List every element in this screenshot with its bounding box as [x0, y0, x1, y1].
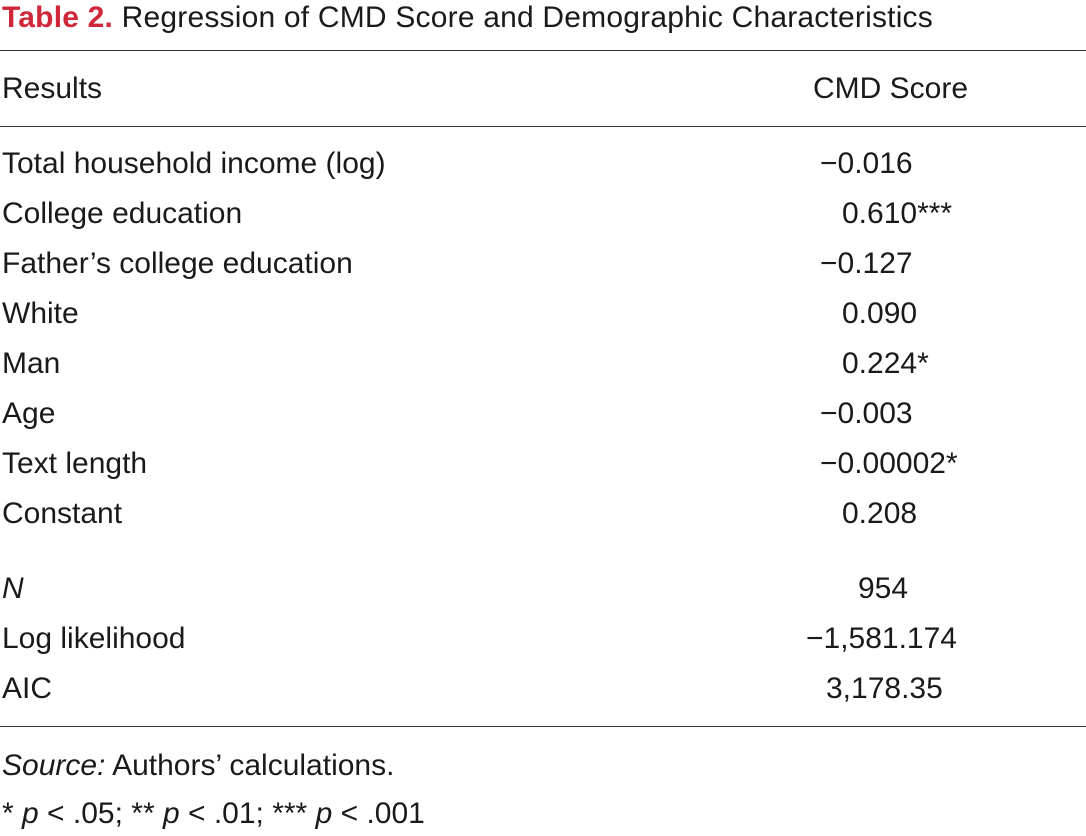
- header-cmd-score: CMD Score: [813, 72, 969, 105]
- row-label: Man: [2, 347, 61, 380]
- row-value: 0.208: [842, 497, 918, 530]
- table-row: Man 0.224*: [0, 342, 1086, 386]
- stat-value: 954: [858, 572, 909, 605]
- table-row: College education 0.610***: [0, 192, 1086, 236]
- row-value: 0.090: [842, 297, 918, 330]
- stat-value: −1,581.174: [806, 622, 957, 655]
- row-label: Father’s college education: [2, 247, 353, 280]
- row-label: White: [2, 297, 79, 330]
- row-value: −0.016: [820, 147, 913, 180]
- row-label: Constant: [2, 497, 123, 530]
- row-value: −0.003: [820, 397, 913, 430]
- row-label: Total household income (log): [2, 147, 386, 180]
- row-value: 0.224*: [842, 347, 929, 380]
- header-results: Results: [2, 72, 103, 105]
- table-row: Age −0.003: [0, 392, 1086, 436]
- stats-row: AIC 3,178.35: [0, 667, 1086, 711]
- source-label: Source:: [2, 749, 106, 782]
- table-row: White 0.090: [0, 292, 1086, 336]
- row-label: College education: [2, 197, 243, 230]
- row-value: 0.610***: [842, 197, 953, 230]
- stat-value: 3,178.35: [826, 672, 943, 705]
- table-row: Father’s college education −0.127: [0, 242, 1086, 286]
- stats-row: N 954: [0, 567, 1086, 611]
- table-row: Total household income (log) −0.016: [0, 142, 1086, 186]
- table-row: Constant 0.208: [0, 492, 1086, 536]
- row-value: −0.127: [820, 247, 913, 280]
- sig-p: p: [22, 797, 39, 830]
- top-rule: [0, 50, 1086, 51]
- significance-note: * p < .05; ** p < .01; *** p < .001: [2, 792, 425, 836]
- sig-p: p: [315, 797, 333, 830]
- source-text: Authors’ calculations.: [105, 749, 395, 782]
- sig-p: p: [162, 797, 180, 830]
- sig-text: < .05; **: [38, 797, 163, 830]
- bottom-rule: [0, 726, 1086, 727]
- stat-label: AIC: [2, 672, 53, 705]
- row-value: −0.00002*: [820, 447, 958, 480]
- stats-row: Log likelihood −1,581.174: [0, 617, 1086, 661]
- row-label: Text length: [2, 447, 148, 480]
- source-note: Source: Authors’ calculations.: [2, 744, 394, 788]
- table-title: Regression of CMD Score and Demographic …: [121, 1, 933, 34]
- table-row: Text length −0.00002*: [0, 442, 1086, 486]
- stat-label-n: N: [2, 572, 24, 605]
- table-caption: Table 2. Regression of CMD Score and Dem…: [2, 0, 933, 40]
- row-label: Age: [2, 397, 56, 430]
- stat-label: Log likelihood: [2, 622, 186, 655]
- header-rule: [0, 126, 1086, 127]
- table-header-row: Results CMD Score: [0, 67, 1086, 111]
- sig-text: < .001: [332, 797, 425, 830]
- sig-star: *: [2, 797, 23, 830]
- table-number: Table 2.: [2, 1, 114, 34]
- sig-text: < .01; ***: [179, 797, 316, 830]
